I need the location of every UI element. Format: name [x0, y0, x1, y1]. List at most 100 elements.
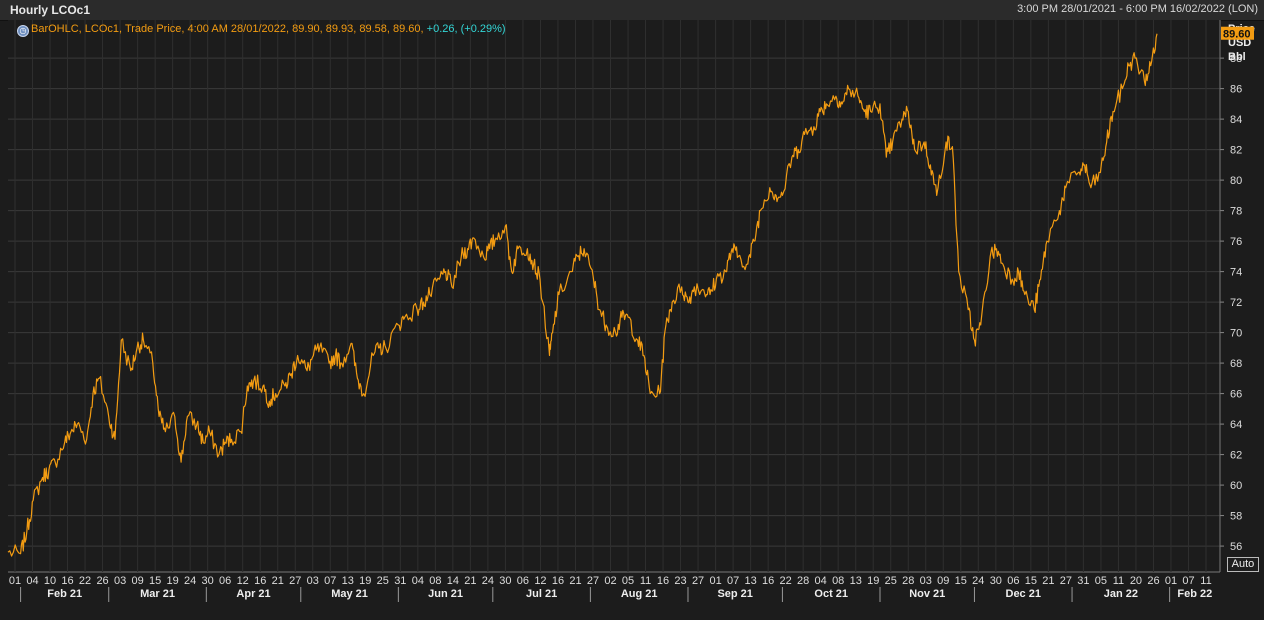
- price-axis-label: USD: [1228, 37, 1251, 49]
- x-month-label: Aug 21: [621, 588, 658, 600]
- x-day-label: 09: [937, 575, 949, 587]
- x-day-label: 31: [1077, 575, 1089, 587]
- x-day-label: 03: [920, 575, 932, 587]
- y-tick-label: 80: [1230, 175, 1242, 187]
- date-range: 3:00 PM 28/01/2021 - 6:00 PM 16/02/2022 …: [1017, 3, 1258, 15]
- x-day-label: 11: [640, 575, 651, 587]
- x-day-label: 07: [1182, 575, 1194, 587]
- x-day-label: 19: [359, 575, 371, 587]
- chart-title: Hourly LCOc1: [10, 3, 91, 17]
- x-day-label: 06: [219, 575, 231, 587]
- x-month-label: Jul 21: [526, 588, 557, 600]
- x-day-label: 25: [377, 575, 389, 587]
- price-axis-label: Bbl: [1228, 51, 1246, 63]
- x-day-label: 16: [61, 575, 73, 587]
- x-day-label: 27: [1060, 575, 1072, 587]
- x-month-label: Nov 21: [909, 588, 945, 600]
- series-line-lcoc1[interactable]: [7, 33, 1158, 557]
- x-day-label: 06: [517, 575, 529, 587]
- y-tick-label: 68: [1230, 358, 1242, 370]
- x-day-label: 25: [885, 575, 897, 587]
- series-legend[interactable]: ◷ BarOHLC, LCOc1, Trade Price, 4:00 AM 28…: [17, 23, 506, 37]
- x-day-label: 14: [447, 575, 459, 587]
- x-day-label: 13: [850, 575, 862, 587]
- x-month-label: Sep 21: [717, 588, 752, 600]
- x-day-label: 09: [131, 575, 143, 587]
- y-tick-label: 78: [1230, 206, 1242, 218]
- x-day-label: 13: [744, 575, 756, 587]
- x-day-label: 13: [342, 575, 354, 587]
- x-day-label: 21: [464, 575, 476, 587]
- y-tick-label: 70: [1230, 328, 1242, 340]
- x-day-label: 04: [412, 575, 424, 587]
- x-day-label: 24: [972, 575, 984, 587]
- y-tick-label: 62: [1230, 450, 1242, 462]
- x-day-label: 16: [254, 575, 266, 587]
- x-day-label: 15: [1025, 575, 1037, 587]
- x-day-label: 06: [1007, 575, 1019, 587]
- y-tick-label: 84: [1230, 114, 1242, 126]
- x-day-label: 20: [1130, 575, 1142, 587]
- x-day-label: 27: [289, 575, 301, 587]
- y-tick-label: 74: [1230, 267, 1242, 279]
- x-day-label: 26: [96, 575, 108, 587]
- clock-icon: ◷: [17, 25, 29, 37]
- series-description: BarOHLC, LCOc1, Trade Price, 4:00 AM 28/…: [31, 23, 424, 35]
- x-day-label: 22: [780, 575, 792, 587]
- x-day-label: 21: [1042, 575, 1054, 587]
- x-day-label: 04: [26, 575, 38, 587]
- y-tick-label: 64: [1230, 419, 1242, 431]
- x-day-label: 16: [657, 575, 669, 587]
- y-tick-label: 82: [1230, 145, 1242, 157]
- x-day-label: 24: [482, 575, 494, 587]
- x-day-label: 15: [955, 575, 967, 587]
- x-day-label: 24: [184, 575, 196, 587]
- x-day-label: 19: [867, 575, 879, 587]
- x-day-label: 12: [237, 575, 249, 587]
- y-tick-label: 86: [1230, 84, 1242, 96]
- x-day-label: 07: [324, 575, 336, 587]
- auto-scale-button[interactable]: Auto: [1227, 557, 1259, 572]
- x-day-label: 26: [1147, 575, 1159, 587]
- x-day-label: 21: [272, 575, 284, 587]
- x-day-label: 11: [1200, 575, 1211, 587]
- x-day-label: 27: [692, 575, 704, 587]
- x-month-label: Feb 21: [47, 588, 82, 600]
- x-day-label: 12: [534, 575, 546, 587]
- x-day-label: 01: [709, 575, 721, 587]
- x-day-label: 01: [9, 575, 21, 587]
- last-price-marker: [1221, 26, 1254, 40]
- x-day-label: 19: [167, 575, 179, 587]
- x-day-label: 11: [1113, 575, 1124, 587]
- x-day-label: 07: [727, 575, 739, 587]
- x-day-label: 30: [990, 575, 1002, 587]
- x-day-label: 22: [79, 575, 91, 587]
- x-day-label: 05: [1095, 575, 1107, 587]
- x-month-label: Apr 21: [236, 588, 270, 600]
- y-tick-label: 72: [1230, 297, 1242, 309]
- x-day-label: 21: [569, 575, 581, 587]
- x-month-label: Jan 22: [1104, 588, 1138, 600]
- x-day-label: 01: [1165, 575, 1177, 587]
- x-day-label: 30: [202, 575, 214, 587]
- x-day-label: 28: [797, 575, 809, 587]
- x-day-label: 16: [762, 575, 774, 587]
- x-day-label: 10: [44, 575, 56, 587]
- x-day-label: 02: [604, 575, 616, 587]
- price-change: +0.26, (+0.29%): [426, 23, 506, 35]
- y-tick-label: 60: [1230, 480, 1242, 492]
- plot-area[interactable]: [8, 20, 1220, 572]
- x-day-label: 27: [587, 575, 599, 587]
- x-day-label: 28: [902, 575, 914, 587]
- x-day-label: 03: [307, 575, 319, 587]
- x-day-label: 23: [674, 575, 686, 587]
- x-month-label: Feb 22: [1177, 588, 1212, 600]
- y-tick-label: 56: [1230, 541, 1242, 553]
- y-tick-label: 58: [1230, 511, 1242, 523]
- x-day-label: 05: [622, 575, 634, 587]
- x-month-label: Dec 21: [1006, 588, 1041, 600]
- x-day-label: 31: [394, 575, 406, 587]
- x-day-label: 30: [499, 575, 511, 587]
